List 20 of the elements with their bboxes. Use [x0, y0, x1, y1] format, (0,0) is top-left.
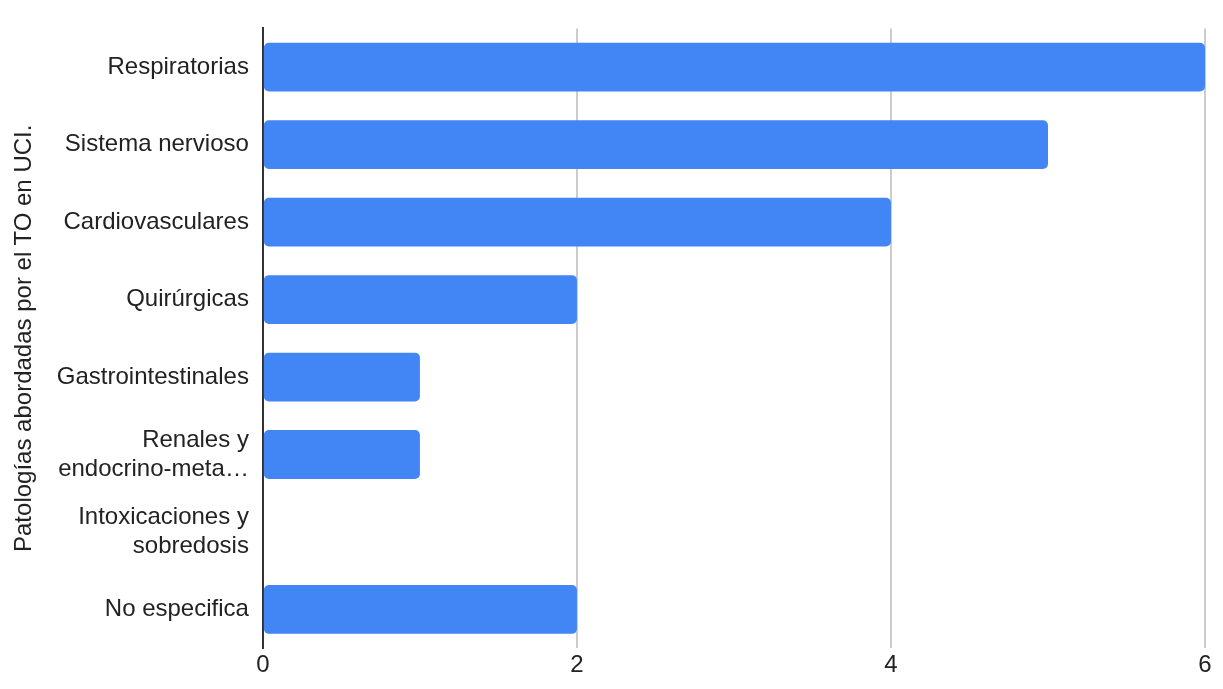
y-tick-label: Renales y endocrino-meta… [58, 424, 249, 481]
bar [263, 42, 1205, 92]
bar [263, 352, 420, 402]
bar [263, 275, 577, 324]
bar [263, 197, 891, 247]
x-tick-label: 0 [256, 650, 270, 678]
y-axis-title: Patologías abordadas por el TO en UCI. [9, 124, 37, 552]
y-tick-label: Quirúrgicas [126, 284, 249, 312]
bar [263, 120, 1048, 170]
x-tick-label: 2 [570, 650, 584, 678]
y-tick-label: Sistema nervioso [64, 129, 249, 157]
y-tick-label: Gastrointestinales [56, 361, 249, 389]
bar [263, 430, 420, 479]
bar [263, 585, 577, 634]
y-tick-label: Respiratorias [107, 51, 249, 79]
x-tick-label: 6 [1198, 650, 1212, 678]
y-tick-label: Intoxicaciones y sobredosis [78, 502, 249, 559]
x-tick-label: 4 [884, 650, 898, 678]
y-tick-label: No especifica [104, 594, 250, 622]
y-tick-label: Cardiovasculares [63, 206, 249, 234]
